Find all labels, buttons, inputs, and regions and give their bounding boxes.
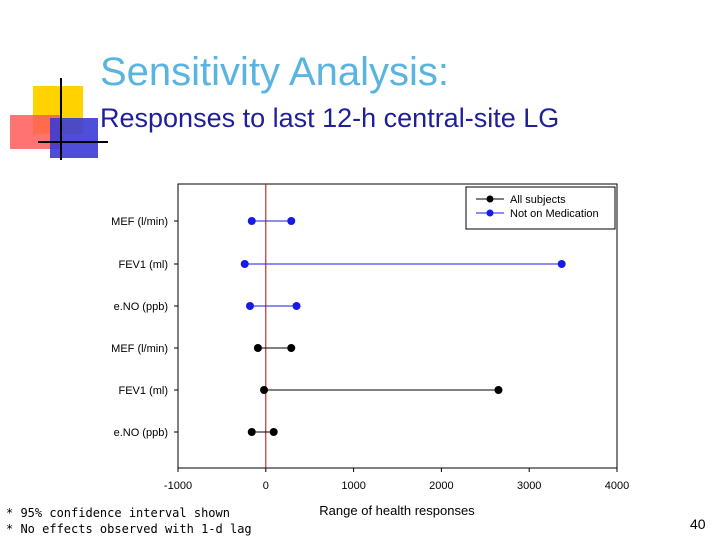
interval-low-point	[260, 386, 269, 394]
y-category-label: FEV1 (ml)	[119, 259, 169, 271]
interval-high-point	[269, 428, 278, 436]
decor-vertical-line	[60, 78, 62, 160]
x-tick-label: 4000	[605, 480, 629, 492]
footnote-confidence: * 95% confidence interval shown	[6, 506, 230, 520]
x-tick-label: 1000	[341, 480, 365, 492]
legend-box	[465, 186, 616, 230]
decor-blue-square	[50, 118, 98, 158]
slide-title: Sensitivity Analysis:	[100, 50, 450, 94]
legend-swatch-point	[486, 209, 494, 217]
x-tick-label: 0	[263, 480, 269, 492]
x-tick-label: 2000	[429, 480, 453, 492]
plot-frame	[177, 183, 618, 469]
x-axis-label: Range of health responses	[319, 503, 475, 518]
page-number: 40	[690, 516, 706, 532]
interval-high-point	[292, 302, 301, 310]
x-tick-label: 3000	[517, 480, 541, 492]
slide-subtitle: Responses to last 12-h central-site LG	[100, 103, 560, 133]
interval-high-point	[287, 344, 296, 352]
decor-horizontal-line	[38, 141, 108, 143]
legend-label: All subjects	[510, 194, 566, 206]
y-category-label: e.NO (ppb)	[114, 427, 168, 439]
interval-low-point	[245, 302, 254, 310]
interval-low-point	[247, 217, 256, 225]
interval-high-point	[287, 217, 296, 225]
legend-label: Not on Medication	[510, 208, 599, 220]
y-category-label: MEF (l/min)	[111, 216, 168, 228]
interval-low-point	[247, 428, 256, 436]
interval-high-point	[557, 260, 566, 268]
footnote-lag: * No effects observed with 1-d lag	[6, 522, 252, 536]
interval-low-point	[240, 260, 249, 268]
legend-swatch-point	[486, 195, 494, 203]
y-category-label: e.NO (ppb)	[114, 301, 168, 313]
y-category-label: FEV1 (ml)	[119, 385, 169, 397]
y-category-label: MEF (l/min)	[111, 343, 168, 355]
interval-high-point	[494, 386, 503, 394]
interval-low-point	[253, 344, 262, 352]
x-tick-label: -1000	[164, 480, 192, 492]
